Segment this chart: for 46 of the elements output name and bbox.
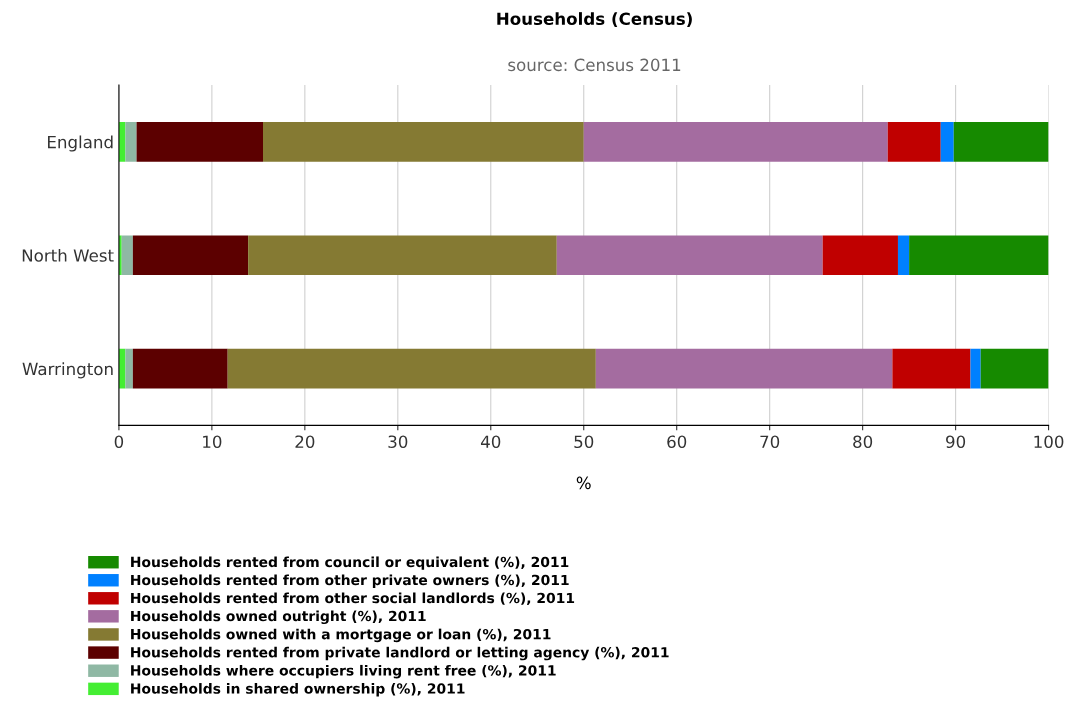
x-tick-label: 90: [946, 435, 966, 449]
x-tick-label: 40: [480, 435, 501, 449]
bar: [132, 348, 228, 389]
legend-label: Households rented from private landlord or letting agency (%), 2011: [131, 646, 669, 661]
bar: [227, 348, 596, 389]
bar: [125, 348, 133, 389]
bar: [909, 235, 1049, 276]
chart-subtitle: source: Census 2011: [508, 58, 681, 72]
bar: [822, 235, 898, 276]
bar: [132, 235, 249, 276]
chart-title: Households (Census): [497, 12, 692, 28]
x-tick-label: 80: [853, 435, 873, 449]
bar: [980, 348, 1049, 389]
legend-label: Households where occupiers living rent free (%), 2011: [131, 664, 556, 679]
bar: [263, 121, 584, 162]
x-tick-label: 20: [295, 435, 315, 449]
x-axis-title: %: [576, 476, 591, 490]
x-tick-label: 60: [667, 435, 687, 449]
y-tick-label: North West: [22, 248, 114, 262]
bar: [953, 121, 1049, 162]
legend-label: Households rented from council or equivalent (%), 2011: [131, 556, 569, 570]
legend-label: Households owned with a mortgage or loan (%), 2011: [131, 628, 551, 643]
bar: [897, 235, 910, 276]
bar: [595, 348, 893, 389]
legend-label: Households rented from other social landlords (%), 2011: [131, 592, 575, 606]
x-tick-label: 50: [574, 435, 594, 449]
bar: [136, 121, 264, 162]
x-tick-label: 30: [388, 435, 408, 449]
legend-label: Households rented from other private owners (%), 2011: [131, 574, 569, 588]
x-tick-label: 100: [1034, 435, 1064, 449]
bar: [892, 348, 971, 389]
legend-label: Households owned outright (%), 2011: [131, 610, 426, 625]
bar: [887, 121, 941, 162]
x-tick-label: 0: [114, 435, 124, 449]
x-tick-label: 10: [203, 435, 222, 449]
bar: [248, 235, 557, 276]
bar: [940, 121, 954, 162]
bar: [125, 121, 137, 162]
x-tick-label: 70: [760, 435, 780, 449]
legend-label: Households in shared ownership (%), 2011: [131, 683, 465, 697]
bar: [556, 235, 823, 276]
bar: [970, 348, 981, 389]
y-tick-label: Warrington: [22, 362, 113, 379]
bar: [583, 121, 888, 162]
bar: [121, 235, 133, 276]
y-tick-label: England: [48, 135, 113, 152]
